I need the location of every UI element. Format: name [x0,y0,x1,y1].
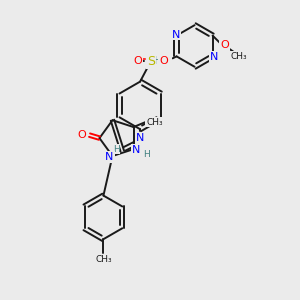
Text: CH₃: CH₃ [95,256,112,265]
Text: N: N [132,145,141,155]
Text: N: N [136,133,144,143]
Text: S: S [147,55,155,68]
Text: H: H [143,150,150,159]
Text: CH₃: CH₃ [230,52,247,61]
Text: CH₃: CH₃ [146,118,163,127]
Text: O: O [159,56,168,66]
Text: N: N [209,52,218,62]
Text: N: N [171,30,180,40]
Text: O: O [134,56,142,66]
Text: O: O [220,40,229,50]
Text: N: N [105,152,114,162]
Text: O: O [77,130,86,140]
Text: HN: HN [154,56,171,66]
Text: H: H [113,145,120,154]
